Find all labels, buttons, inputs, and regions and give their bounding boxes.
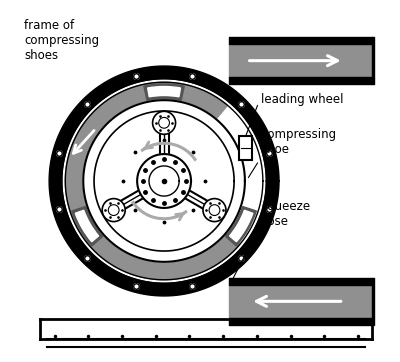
Polygon shape: [94, 111, 234, 251]
Wedge shape: [230, 210, 253, 242]
Wedge shape: [144, 84, 184, 100]
Circle shape: [102, 199, 125, 222]
Polygon shape: [65, 82, 240, 280]
Polygon shape: [49, 66, 279, 296]
Polygon shape: [49, 66, 279, 296]
Circle shape: [209, 205, 220, 215]
Wedge shape: [72, 207, 103, 246]
Bar: [239, 136, 252, 160]
Polygon shape: [83, 100, 245, 262]
Polygon shape: [137, 154, 191, 208]
Polygon shape: [149, 166, 179, 196]
Circle shape: [159, 117, 170, 128]
Circle shape: [152, 111, 176, 134]
Text: squeeze
hose: squeeze hose: [261, 200, 310, 228]
Circle shape: [203, 199, 226, 222]
Wedge shape: [75, 210, 98, 242]
Text: leading wheel: leading wheel: [261, 93, 344, 106]
Circle shape: [108, 205, 119, 215]
Text: frame of
compressing
shoes: frame of compressing shoes: [24, 19, 99, 62]
Wedge shape: [148, 87, 180, 97]
Wedge shape: [226, 207, 256, 246]
Text: compressing
shoe: compressing shoe: [261, 128, 336, 156]
